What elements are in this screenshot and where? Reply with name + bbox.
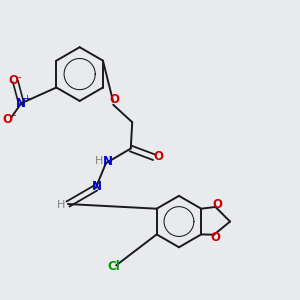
Text: Cl: Cl xyxy=(107,260,120,273)
Text: +: + xyxy=(23,94,30,103)
Text: -: - xyxy=(18,72,21,82)
Text: N: N xyxy=(92,180,102,193)
Text: O: O xyxy=(109,93,119,106)
Text: O: O xyxy=(2,113,13,126)
Text: -: - xyxy=(12,110,16,120)
Text: N: N xyxy=(102,155,112,169)
Text: N: N xyxy=(16,97,26,110)
Text: O: O xyxy=(211,230,220,244)
Text: O: O xyxy=(153,150,163,163)
Text: O: O xyxy=(8,74,18,87)
Text: O: O xyxy=(212,198,222,211)
Text: H: H xyxy=(94,156,103,167)
Text: H: H xyxy=(57,200,65,210)
